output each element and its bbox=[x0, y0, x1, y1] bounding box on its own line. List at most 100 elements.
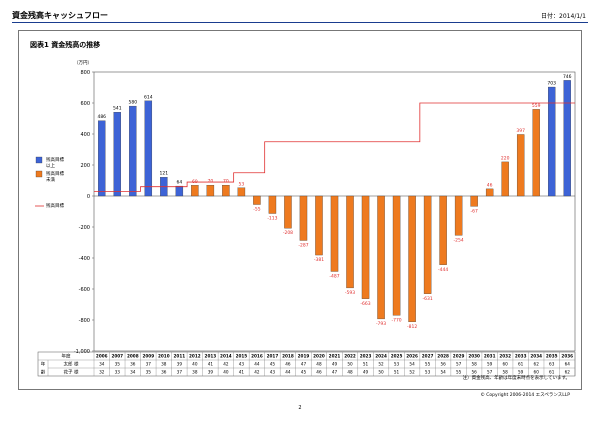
bar-value-label: -254 bbox=[454, 237, 464, 243]
age-value: 59 bbox=[518, 370, 524, 375]
year-label: 2011 bbox=[174, 354, 186, 359]
bar-value-label: -55 bbox=[253, 207, 260, 213]
age-value: 35 bbox=[115, 362, 121, 367]
bar-value-label: 486 bbox=[97, 114, 106, 120]
year-label: 2013 bbox=[205, 354, 217, 359]
age-value: 42 bbox=[254, 370, 260, 375]
age-value: 36 bbox=[130, 362, 136, 367]
bar bbox=[330, 195, 339, 272]
table-side-label: 年 bbox=[41, 361, 46, 368]
age-value: 58 bbox=[471, 362, 477, 367]
age-value: 37 bbox=[146, 362, 152, 367]
age-value: 50 bbox=[378, 370, 384, 375]
age-value: 43 bbox=[239, 362, 245, 367]
year-label: 2033 bbox=[515, 354, 527, 359]
age-value: 56 bbox=[471, 370, 477, 375]
age-value: 51 bbox=[363, 362, 369, 367]
year-label: 2022 bbox=[344, 354, 356, 359]
bar bbox=[346, 195, 354, 289]
bar bbox=[470, 195, 478, 207]
bar-value-label: -663 bbox=[360, 301, 370, 307]
bar-value-label: -113 bbox=[267, 216, 277, 222]
year-label: 2006 bbox=[96, 354, 108, 359]
age-value: 44 bbox=[285, 370, 291, 375]
plot-area bbox=[93, 71, 576, 352]
year-label: 2034 bbox=[530, 354, 542, 359]
age-value: 47 bbox=[301, 362, 307, 367]
bar bbox=[268, 195, 277, 214]
bar bbox=[284, 195, 292, 229]
bar-value-label: 703 bbox=[547, 81, 556, 87]
age-value: 51 bbox=[394, 370, 400, 375]
bar-value-label: 46 bbox=[487, 182, 493, 188]
year-label: 2035 bbox=[546, 354, 558, 359]
bar bbox=[175, 185, 184, 197]
year-label: 2007 bbox=[111, 354, 123, 359]
age-value: 53 bbox=[394, 362, 400, 367]
bar bbox=[532, 109, 540, 197]
year-label: 2009 bbox=[142, 354, 154, 359]
age-value: 49 bbox=[363, 370, 369, 375]
year-label: 2028 bbox=[437, 354, 449, 359]
bar bbox=[454, 195, 463, 236]
age-value: 55 bbox=[456, 370, 462, 375]
y-tick-label: 600 bbox=[80, 101, 90, 107]
table-side-label: 齢 bbox=[41, 369, 46, 376]
bar-value-label: -812 bbox=[407, 324, 417, 330]
year-label: 2012 bbox=[189, 354, 201, 359]
year-label: 2030 bbox=[468, 354, 480, 359]
age-value: 45 bbox=[301, 370, 307, 375]
age-value: 40 bbox=[192, 362, 198, 367]
bar bbox=[361, 195, 370, 299]
age-value: 60 bbox=[534, 370, 540, 375]
bar bbox=[563, 80, 571, 197]
year-label: 2021 bbox=[329, 354, 341, 359]
age-value: 59 bbox=[487, 362, 493, 367]
bar-value-label: -444 bbox=[438, 267, 448, 273]
bar bbox=[253, 195, 261, 205]
bar bbox=[501, 161, 509, 197]
age-value: 42 bbox=[223, 362, 229, 367]
age-value: 46 bbox=[285, 362, 291, 367]
bar bbox=[206, 184, 215, 197]
year-label: 2027 bbox=[422, 354, 434, 359]
legend-label: 残高目標 bbox=[46, 202, 64, 209]
age-value: 54 bbox=[409, 362, 415, 367]
age-value: 50 bbox=[347, 362, 353, 367]
page-title: 資金残高キャッシュフロー bbox=[12, 11, 108, 20]
age-value: 60 bbox=[503, 362, 509, 367]
age-value: 40 bbox=[223, 370, 229, 375]
age-value: 39 bbox=[177, 362, 183, 367]
age-value: 34 bbox=[99, 362, 105, 367]
y-tick-label: 800 bbox=[80, 70, 90, 76]
age-value: 57 bbox=[456, 362, 462, 367]
year-label: 2024 bbox=[375, 354, 387, 359]
year-label: 2029 bbox=[453, 354, 465, 359]
table-header-label: 年度 bbox=[62, 353, 71, 360]
year-label: 2023 bbox=[360, 354, 372, 359]
table-row-label: 花子 様 bbox=[64, 369, 79, 376]
age-value: 62 bbox=[565, 370, 571, 375]
year-label: 2018 bbox=[282, 354, 294, 359]
age-value: 44 bbox=[254, 362, 260, 367]
age-value: 34 bbox=[130, 370, 136, 375]
bar bbox=[299, 195, 308, 241]
age-value: 39 bbox=[208, 370, 214, 375]
age-value: 53 bbox=[425, 370, 431, 375]
bar-value-label: -67 bbox=[470, 208, 477, 214]
year-label: 2032 bbox=[499, 354, 511, 359]
bar-value-label: -208 bbox=[283, 230, 293, 236]
bar bbox=[191, 185, 199, 197]
age-value: 61 bbox=[518, 362, 524, 367]
bar bbox=[222, 184, 230, 197]
age-value: 49 bbox=[332, 362, 338, 367]
legend-label: 残高目標 bbox=[46, 170, 64, 177]
legend-label: 残高目標 bbox=[46, 156, 64, 163]
age-value: 52 bbox=[378, 362, 384, 367]
bar-value-label: 53 bbox=[239, 181, 245, 187]
age-value: 64 bbox=[565, 362, 571, 367]
bar bbox=[377, 195, 385, 320]
y-tick-label: -600 bbox=[79, 287, 90, 293]
bar bbox=[315, 195, 323, 256]
